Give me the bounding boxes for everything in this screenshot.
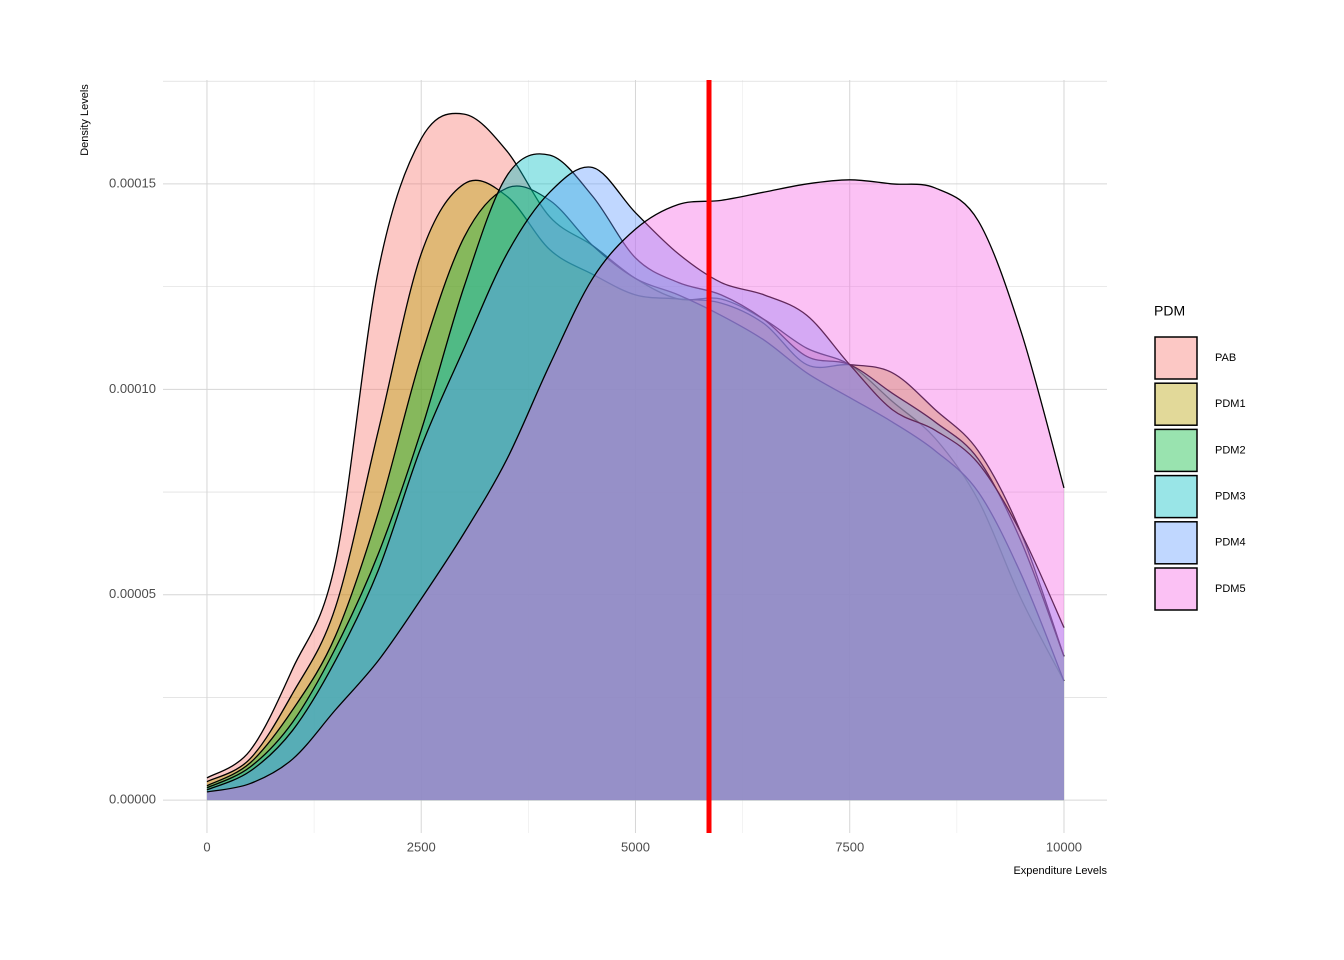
legend-label: PDM2 [1215, 444, 1246, 456]
legend-label: PDM3 [1215, 491, 1246, 503]
x-tick-label: 2500 [407, 839, 436, 854]
legend-label: PAB [1215, 352, 1236, 364]
density-fill [206, 179, 1064, 801]
density-line [206, 153, 1065, 789]
x-tick-label: 7500 [835, 839, 864, 854]
legend-key [1154, 428, 1198, 473]
density-fill [206, 153, 1064, 801]
density-fill [206, 113, 1064, 801]
density-line [206, 179, 1065, 793]
x-tick-label: 0 [203, 839, 210, 854]
x-axis-title: Expenditure Levels [1013, 865, 1107, 877]
density-line [206, 185, 1065, 787]
y-tick-label: 0.00010 [109, 381, 156, 396]
legend-key [1154, 474, 1198, 519]
legend-label: PDM5 [1215, 583, 1246, 595]
y-tick-label: 0.00000 [109, 792, 156, 807]
legend-key [1154, 382, 1198, 426]
axes: 0 2500 5000 7500 10000 0.00000 0.00005 0.00010 0… [109, 175, 1082, 854]
legend-key [1154, 567, 1198, 611]
x-tick-label: 10000 [1046, 839, 1082, 854]
y-axis-title: Density Levels [79, 84, 91, 156]
density-fill [206, 186, 1064, 801]
plot-area [206, 80, 1065, 833]
legend-key [1154, 336, 1198, 380]
y-tick-label: 0.00005 [109, 586, 156, 601]
legend: PAB PDM1 PDM2 PDM3 PDM4 PDM5 [1154, 336, 1246, 611]
density-line [206, 179, 1065, 783]
legend-label: PDM1 [1215, 398, 1246, 410]
density-line [206, 166, 1065, 791]
grid [163, 80, 1107, 833]
x-tick-label: 5000 [621, 839, 650, 854]
density-fill [206, 180, 1064, 801]
legend-title: PDM [1154, 303, 1185, 319]
legend-label: PDM4 [1215, 537, 1246, 549]
density-fill [206, 166, 1064, 801]
density-line [206, 112, 1065, 779]
y-tick-label: 0.00015 [109, 175, 156, 190]
legend-key [1154, 521, 1198, 565]
